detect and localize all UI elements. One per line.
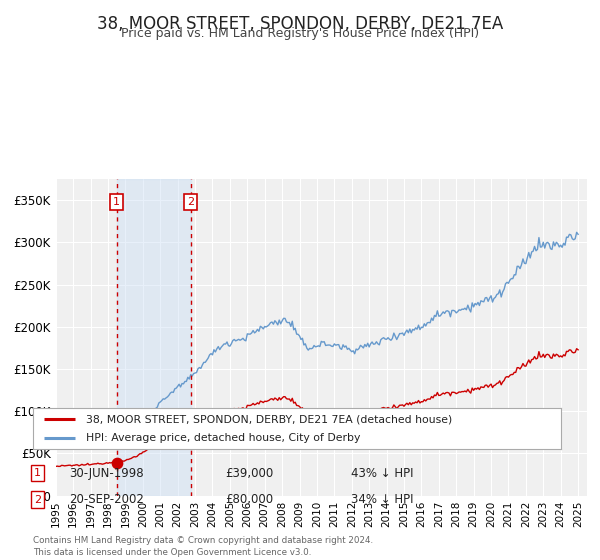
Text: 34% ↓ HPI: 34% ↓ HPI [351, 493, 413, 506]
Text: 2: 2 [34, 494, 41, 505]
Text: HPI: Average price, detached house, City of Derby: HPI: Average price, detached house, City… [86, 433, 360, 443]
Bar [117, 179, 191, 496]
Text: 43% ↓ HPI: 43% ↓ HPI [351, 466, 413, 480]
Text: 30-JUN-1998: 30-JUN-1998 [69, 466, 143, 480]
Text: Contains HM Land Registry data © Crown copyright and database right 2024.
This d: Contains HM Land Registry data © Crown c… [33, 536, 373, 557]
Text: Price paid vs. HM Land Registry's House Price Index (HPI): Price paid vs. HM Land Registry's House … [121, 27, 479, 40]
Text: 2: 2 [187, 197, 194, 207]
Text: 1: 1 [34, 468, 41, 478]
Text: 38, MOOR STREET, SPONDON, DERBY, DE21 7EA (detached house): 38, MOOR STREET, SPONDON, DERBY, DE21 7E… [86, 414, 452, 424]
Text: £80,000: £80,000 [225, 493, 273, 506]
Text: £39,000: £39,000 [225, 466, 273, 480]
Text: 38, MOOR STREET, SPONDON, DERBY, DE21 7EA: 38, MOOR STREET, SPONDON, DERBY, DE21 7E… [97, 15, 503, 32]
Text: 20-SEP-2002: 20-SEP-2002 [69, 493, 144, 506]
Point [112, 458, 122, 467]
Point [186, 423, 196, 432]
Text: 1: 1 [113, 197, 120, 207]
